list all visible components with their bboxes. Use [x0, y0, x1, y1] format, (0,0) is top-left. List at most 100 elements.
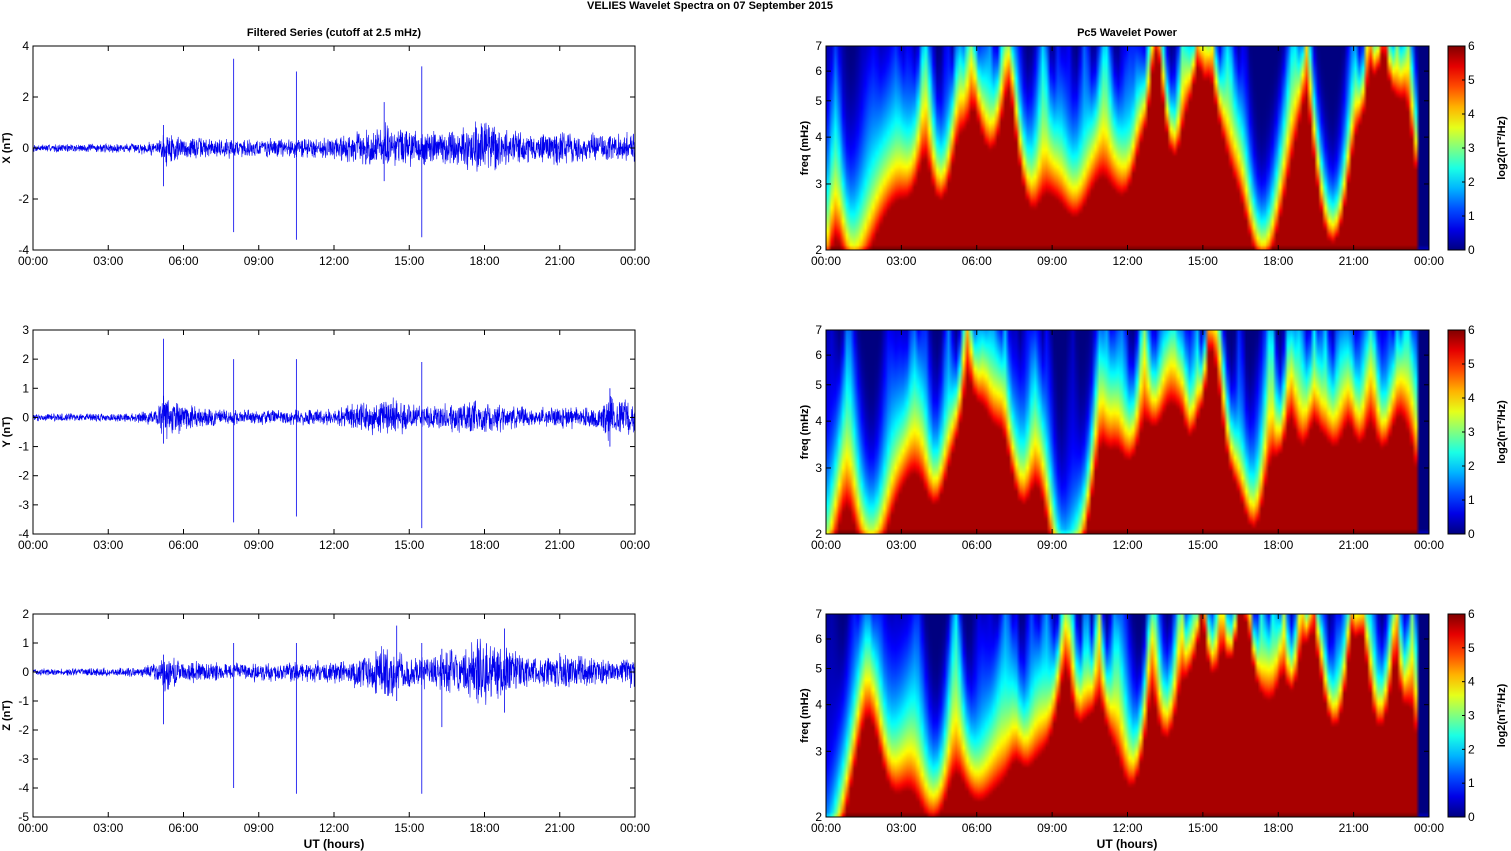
wavelet-y-colorbar-tick-label: 1 [1468, 493, 1475, 507]
wavelet-x-x-tick-label: 09:00 [1037, 254, 1067, 268]
wavelet-x-x-tick-label: 15:00 [1188, 254, 1218, 268]
wavelet-y-x-tick-label: 15:00 [1188, 538, 1218, 552]
wavelet-x-colorbar-tick-label: 0 [1468, 243, 1475, 257]
wavelet-x-y-tick-label: 2 [815, 243, 822, 257]
wavelet-x-x-tick-label: 00:00 [811, 254, 841, 268]
right-column-title: Pc5 Wavelet Power [1077, 27, 1178, 39]
wavelet-y-colorbar-tick-label: 0 [1468, 527, 1475, 541]
wavelet-y-colorbar-tick-label: 6 [1468, 323, 1475, 337]
series-y-y-tick-label: -2 [18, 469, 29, 483]
series-y-y-tick-label: 0 [22, 410, 29, 424]
series-z-y-tick-label: -3 [18, 752, 29, 766]
wavelet-z-colorbar-tick-label: 2 [1468, 742, 1475, 756]
series-y-y-tick-label: 3 [22, 323, 29, 337]
series-z-x-tick-label: 12:00 [319, 821, 349, 835]
wavelet-z-y-tick-label: 3 [815, 744, 822, 758]
wavelet-z-x-tick-label: 00:00 [1414, 821, 1444, 835]
series-x-x-tick-label: 15:00 [394, 254, 424, 268]
wavelet-x-colorbar-tick-label: 5 [1468, 73, 1475, 87]
series-z-x-tick-label: 15:00 [394, 821, 424, 835]
wavelet-y-x-tick-label: 18:00 [1263, 538, 1293, 552]
series-z-x-tick-label: 21:00 [545, 821, 575, 835]
series-y-y-tick-label: -3 [18, 498, 29, 512]
wavelet-x-y-axis-label: freq (mHz) [799, 120, 811, 175]
wavelet-z-y-tick-label: 7 [815, 607, 822, 621]
wavelet-y-colorbar-tick-label: 5 [1468, 357, 1475, 371]
wavelet-x-y-tick-label: 3 [815, 177, 822, 191]
series-z-y-tick-label: -2 [18, 723, 29, 737]
series-x-x-tick-label: 00:00 [18, 254, 48, 268]
wavelet-y-colorbar-tick-label: 4 [1468, 391, 1475, 405]
series-x-x-tick-label: 03:00 [93, 254, 123, 268]
wavelet-y-panel: 2 3 4 5 6 7 freq (mHz) 0 1 2 3 4 5 6 log2(nT²/Hz) [799, 323, 1508, 541]
series-x-x-tick-label: 21:00 [545, 254, 575, 268]
series-x-y-tick-label: 4 [22, 39, 29, 53]
series-z-y-tick-label: 0 [22, 665, 29, 679]
wavelet-x-colorbar-tick-label: 1 [1468, 209, 1475, 223]
wavelet-y-y-tick-label: 7 [815, 323, 822, 337]
series-x-trace [32, 121, 636, 172]
wavelet-z-power-map [826, 614, 1429, 817]
wavelet-y-x-tick-label: 00:00 [1414, 538, 1444, 552]
series-y-x-tick-label: 21:00 [545, 538, 575, 552]
wavelet-z-colorbar-label: log2(nT²/Hz) [1496, 683, 1508, 747]
series-z-y-tick-label: -4 [18, 781, 29, 795]
wavelet-x-y-tick-label: 5 [815, 94, 822, 108]
series-z-x-tick-label: 03:00 [93, 821, 123, 835]
wavelet-x-colorbar-label: log2(nT²/Hz) [1496, 116, 1508, 180]
series-y-x-tick-label: 00:00 [620, 538, 650, 552]
wavelet-z-y-axis-label: freq (mHz) [799, 688, 811, 743]
wavelet-y-power-map [826, 330, 1429, 534]
series-z-y-tick-label: -1 [18, 694, 29, 708]
wavelet-z-y-tick-label: 5 [815, 662, 822, 676]
series-y-x-tick-label: 00:00 [18, 538, 48, 552]
series-z-x-tick-label: 06:00 [168, 821, 198, 835]
series-y-x-tick-label: 06:00 [168, 538, 198, 552]
wavelet-y-colorbar-tick-label: 3 [1468, 425, 1475, 439]
wavelet-y-x-tick-label: 06:00 [962, 538, 992, 552]
series-z-x-tick-label: 00:00 [18, 821, 48, 835]
wavelet-y-y-tick-label: 6 [815, 348, 822, 362]
wavelet-z-colorbar-tick-label: 6 [1468, 607, 1475, 621]
series-y-x-tick-label: 03:00 [93, 538, 123, 552]
wavelet-x-power-map [826, 46, 1429, 250]
wavelet-y-x-tick-label: 00:00 [811, 538, 841, 552]
wavelet-x-y-tick-label: 4 [815, 130, 822, 144]
wavelet-z-x-tick-label: 06:00 [962, 821, 992, 835]
wavelet-z-colorbar-tick-label: 4 [1468, 675, 1475, 689]
series-y-x-tick-label: 15:00 [394, 538, 424, 552]
wavelet-z-x-tick-label: 18:00 [1263, 821, 1293, 835]
wavelet-x-panel: 2 3 4 5 6 7 freq (mHz) 0 1 2 3 4 5 6 log2(nT²/Hz) [799, 39, 1508, 257]
wavelet-z-y-tick-label: 4 [815, 698, 822, 712]
series-y-panel: -4 -3 -2 -1 0 1 2 3 Y (nT) [1, 323, 636, 541]
wavelet-x-x-tick-label: 18:00 [1263, 254, 1293, 268]
series-z-plot-background [33, 614, 635, 817]
series-y-x-tick-label: 18:00 [469, 538, 499, 552]
wavelet-x-y-tick-label: 6 [815, 64, 822, 78]
series-y-y-tick-label: -4 [18, 527, 29, 541]
wavelet-x-colorbar-tick-label: 2 [1468, 175, 1475, 189]
wavelet-z-colorbar-tick-label: 3 [1468, 709, 1475, 723]
series-z-y-tick-label: 1 [22, 636, 29, 650]
wavelet-y-x-tick-label: 09:00 [1037, 538, 1067, 552]
wavelet-z-x-tick-label: 09:00 [1037, 821, 1067, 835]
wavelet-x-colorbar-tick-label: 6 [1468, 39, 1475, 53]
series-y-y-tick-label: -1 [18, 440, 29, 454]
left-column-title: Filtered Series (cutoff at 2.5 mHz) [247, 27, 422, 39]
series-x-x-tick-label: 09:00 [244, 254, 274, 268]
wavelet-z-y-tick-label: 6 [815, 632, 822, 646]
series-x-y-axis-label: X (nT) [1, 132, 13, 163]
wavelet-z-colorbar-tick-label: 5 [1468, 641, 1475, 655]
wavelet-x-x-tick-label: 21:00 [1339, 254, 1369, 268]
series-z-y-tick-label: 2 [22, 607, 29, 621]
series-z-y-axis-label: Z (nT) [1, 700, 13, 731]
series-x-x-tick-label: 18:00 [469, 254, 499, 268]
wavelet-y-y-axis-label: freq (mHz) [799, 404, 811, 459]
series-x-x-tick-label: 12:00 [319, 254, 349, 268]
wavelet-z-y-tick-label: 2 [815, 810, 822, 824]
wavelet-x-colorbar-tick-label: 4 [1468, 107, 1475, 121]
series-y-x-tick-label: 12:00 [319, 538, 349, 552]
series-x-x-tick-label: 06:00 [168, 254, 198, 268]
